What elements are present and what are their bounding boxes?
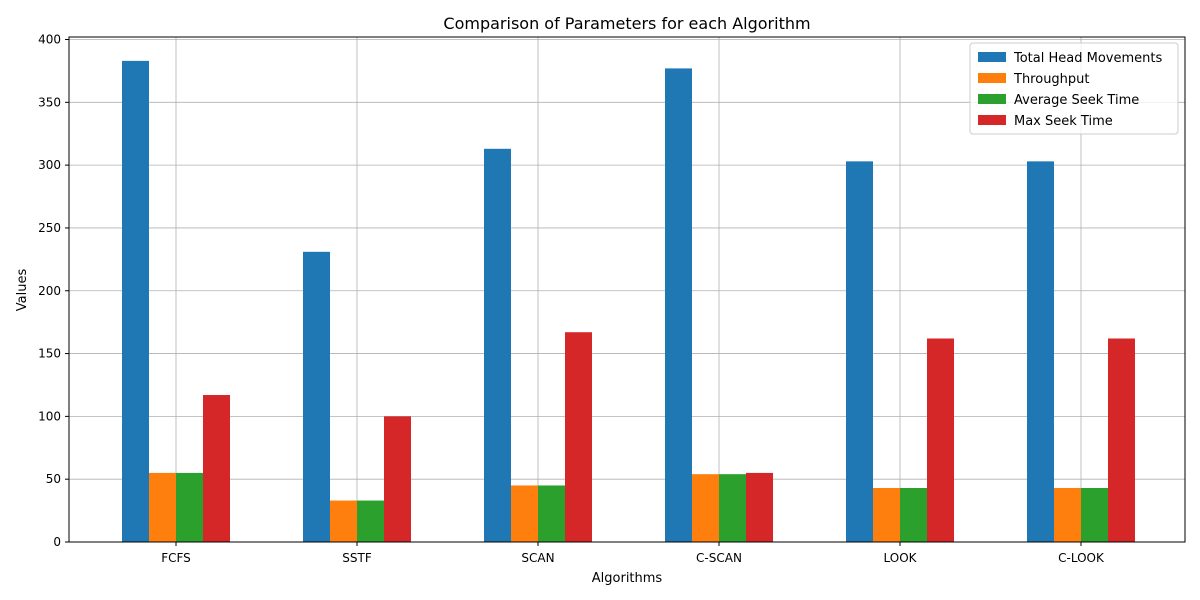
bar-throughput-c-look: [1054, 487, 1081, 542]
y-tick-label: 400: [38, 33, 61, 47]
plot-frame: [68, 36, 1186, 543]
bar-max-seek-time-scan: [565, 332, 592, 542]
bar-max-seek-time-sstf: [384, 416, 411, 542]
bar-layer: [122, 60, 1135, 543]
y-tick-label: 100: [38, 409, 61, 423]
legend-label-max-seek-time: Max Seek Time: [1014, 114, 1113, 129]
x-tick-label: C-SCAN: [696, 551, 742, 565]
legend-label-total-head-movements: Total Head Movements: [1013, 51, 1162, 66]
y-tick-label: 200: [38, 284, 61, 298]
bar-max-seek-time-c-scan: [746, 472, 773, 542]
bar-total-head-movements-fcfs: [122, 60, 149, 542]
bar-average-seek-time-fcfs: [176, 472, 203, 542]
y-tick-label: 250: [38, 221, 61, 235]
bar-throughput-look: [873, 487, 900, 542]
chart-title: Comparison of Parameters for each Algori…: [443, 14, 810, 33]
bar-max-seek-time-fcfs: [203, 395, 230, 542]
bar-total-head-movements-look: [846, 161, 873, 543]
bar-throughput-scan: [511, 485, 538, 542]
bar-average-seek-time-look: [900, 487, 927, 542]
y-tick-label: 300: [38, 158, 61, 172]
legend-swatch-average-seek-time: [978, 94, 1006, 104]
bar-total-head-movements-c-look: [1027, 161, 1054, 543]
y-tick-label: 350: [38, 95, 61, 109]
y-tick-label: 150: [38, 347, 61, 361]
x-tick-label: LOOK: [883, 551, 917, 565]
bar-max-seek-time-look: [927, 338, 954, 542]
legend-label-throughput: Throughput: [1013, 72, 1090, 87]
bar-average-seek-time-sstf: [357, 500, 384, 542]
y-tick-label: 50: [46, 472, 61, 486]
y-axis-label: Values: [15, 269, 30, 312]
bar-total-head-movements-c-scan: [665, 68, 692, 543]
bar-average-seek-time-c-scan: [719, 474, 746, 542]
bar-total-head-movements-sstf: [303, 251, 330, 543]
axis-layer: 0 50 100 150 200 250 300 350 400 FCFS SSTF SCAN C-SC…: [38, 33, 1105, 565]
bar-total-head-movements-scan: [484, 148, 511, 543]
legend-swatch-max-seek-time: [978, 115, 1006, 125]
bar-average-seek-time-c-look: [1081, 487, 1108, 542]
bar-max-seek-time-c-look: [1108, 338, 1135, 542]
grid-layer: [69, 37, 1185, 543]
x-axis-label: Algorithms: [592, 571, 663, 586]
x-tick-label: C-LOOK: [1058, 551, 1105, 565]
legend: Total Head Movements Throughput Average Se…: [969, 42, 1179, 135]
x-tick-label: FCFS: [161, 551, 191, 565]
x-tick-label: SSTF: [342, 551, 372, 565]
legend-swatch-total-head-movements: [978, 52, 1006, 62]
bar-throughput-c-scan: [692, 474, 719, 542]
bar-average-seek-time-scan: [538, 485, 565, 542]
legend-box: [969, 42, 1179, 135]
y-tick-label: 0: [53, 535, 61, 549]
bar-throughput-fcfs: [149, 472, 176, 542]
legend-label-average-seek-time: Average Seek Time: [1014, 93, 1139, 108]
x-tick-label: SCAN: [521, 551, 554, 565]
legend-swatch-throughput: [978, 73, 1006, 83]
bar-throughput-sstf: [330, 500, 357, 542]
